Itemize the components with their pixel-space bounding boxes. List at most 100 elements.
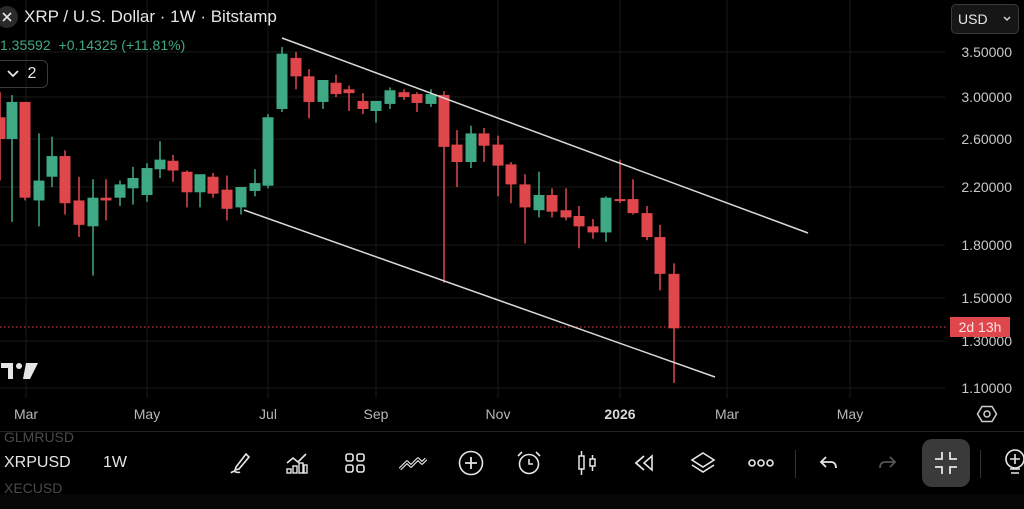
candle-down[interactable] xyxy=(451,130,463,187)
candle-up[interactable] xyxy=(384,87,396,109)
candle-down[interactable] xyxy=(478,127,490,162)
exit-fullscreen-button[interactable] xyxy=(922,439,970,487)
add-circle-icon xyxy=(458,450,484,476)
candle-up[interactable] xyxy=(425,89,437,107)
candle-up[interactable] xyxy=(127,166,139,205)
redo-button[interactable] xyxy=(870,446,904,480)
candle-down[interactable] xyxy=(59,150,71,215)
candle-up[interactable] xyxy=(235,187,247,215)
candle-up[interactable] xyxy=(465,125,477,169)
candle-down[interactable] xyxy=(290,52,302,90)
candle-down[interactable] xyxy=(167,154,179,182)
interval-picker[interactable]: 1W xyxy=(103,454,127,471)
trendline-channel-top[interactable] xyxy=(281,37,809,234)
candle-down[interactable] xyxy=(357,93,369,115)
alarm-icon xyxy=(517,451,541,475)
currency-value: USD xyxy=(958,11,988,27)
chevron-down-icon xyxy=(6,70,19,78)
candle-down[interactable] xyxy=(73,176,85,238)
chart-header: XRP / U.S. Dollar · 1W · Bitstamp xyxy=(0,6,277,28)
candle-down[interactable] xyxy=(330,74,342,97)
price-axis-label: 1.30000 xyxy=(961,333,1012,349)
candle-down[interactable] xyxy=(343,85,355,112)
price-change-row: 1.35592 +0.14325 (+11.81%) xyxy=(0,37,185,53)
candle-down[interactable] xyxy=(398,89,410,100)
price-change: +0.14325 (+11.81%) xyxy=(58,37,186,53)
candle-up[interactable] xyxy=(533,171,545,218)
time-axis-label: Nov xyxy=(485,406,511,422)
replay-icon xyxy=(634,454,653,472)
candle-up[interactable] xyxy=(249,169,261,197)
indicators-count: 2 xyxy=(27,65,37,82)
candle-down[interactable] xyxy=(668,263,680,383)
candle-up[interactable] xyxy=(317,79,329,109)
undo-button[interactable] xyxy=(812,446,846,480)
trendline-channel-bottom[interactable] xyxy=(243,209,716,378)
candle-down[interactable] xyxy=(100,179,112,221)
candle-down[interactable] xyxy=(546,188,558,218)
candle-up[interactable] xyxy=(370,100,382,123)
symbol-picker[interactable]: XRPUSD xyxy=(4,454,71,471)
ideas-button[interactable] xyxy=(998,446,1024,480)
time-axis-label: Jul xyxy=(259,406,277,422)
idea-bulb-icon xyxy=(1005,449,1024,474)
candle-up[interactable] xyxy=(276,47,288,113)
price-axis-label: 1.80000 xyxy=(961,237,1012,253)
symbol-prev[interactable]: GLMRUSD xyxy=(4,429,75,445)
candle-down[interactable] xyxy=(207,172,219,198)
alert-button[interactable] xyxy=(512,446,546,480)
price-axis-label: 2.60000 xyxy=(961,131,1012,147)
price-chart[interactable] xyxy=(0,0,1024,431)
candle-down[interactable] xyxy=(641,206,653,241)
time-axis-label: Mar xyxy=(13,406,39,422)
compare-button[interactable] xyxy=(396,446,430,480)
candle-down[interactable] xyxy=(438,91,450,283)
candle-up[interactable] xyxy=(141,163,153,202)
chart-type-button[interactable] xyxy=(570,446,604,480)
candle-up[interactable] xyxy=(154,141,166,179)
candle-down[interactable] xyxy=(181,170,193,208)
chart-settings-button[interactable] xyxy=(975,402,999,426)
candle-down[interactable] xyxy=(0,92,6,181)
toolbar-divider xyxy=(795,450,796,478)
candle-down[interactable] xyxy=(573,206,585,249)
bar-countdown-badge: 2d 13h xyxy=(950,317,1010,337)
candle-down[interactable] xyxy=(19,101,31,201)
close-button[interactable] xyxy=(0,6,18,28)
candle-down[interactable] xyxy=(654,224,666,291)
candle-up[interactable] xyxy=(46,136,58,187)
candle-down[interactable] xyxy=(560,188,572,221)
candle-down[interactable] xyxy=(587,218,599,239)
templates-button[interactable] xyxy=(338,446,372,480)
candles-icon xyxy=(578,451,596,475)
indicators-button[interactable] xyxy=(280,446,314,480)
currency-select[interactable]: USD xyxy=(951,4,1019,34)
price-axis-label: 1.10000 xyxy=(961,380,1012,396)
layers-button[interactable] xyxy=(686,446,720,480)
more-button[interactable] xyxy=(744,446,778,480)
candle-down[interactable] xyxy=(492,135,504,197)
candle-down[interactable] xyxy=(614,159,626,204)
candle-up[interactable] xyxy=(87,179,99,276)
symbol-next[interactable]: XECUSD xyxy=(4,480,63,494)
candle-up[interactable] xyxy=(114,180,126,207)
indicators-toggle-button[interactable]: 2 xyxy=(0,60,48,88)
candle-up[interactable] xyxy=(33,133,45,227)
candle-down[interactable] xyxy=(627,179,639,215)
candle-down[interactable] xyxy=(221,175,233,221)
time-axis-label: May xyxy=(836,406,864,422)
symbol-title[interactable]: XRP / U.S. Dollar · 1W · Bitstamp xyxy=(24,7,277,26)
candle-down[interactable] xyxy=(303,69,315,119)
bottom-toolbar: GLMRUSD XRPUSD XECUSD 1W xyxy=(0,429,1024,495)
candle-down[interactable] xyxy=(519,174,531,244)
draw-tool-button[interactable] xyxy=(224,446,258,480)
candle-down[interactable] xyxy=(411,92,423,113)
chevron-down-icon xyxy=(1003,16,1011,22)
candle-up[interactable] xyxy=(262,114,274,189)
candle-up[interactable] xyxy=(600,196,612,242)
add-button[interactable] xyxy=(454,446,488,480)
candle-down[interactable] xyxy=(505,161,517,204)
replay-button[interactable] xyxy=(628,446,662,480)
candle-up[interactable] xyxy=(194,174,206,208)
candle-up[interactable] xyxy=(6,95,18,222)
